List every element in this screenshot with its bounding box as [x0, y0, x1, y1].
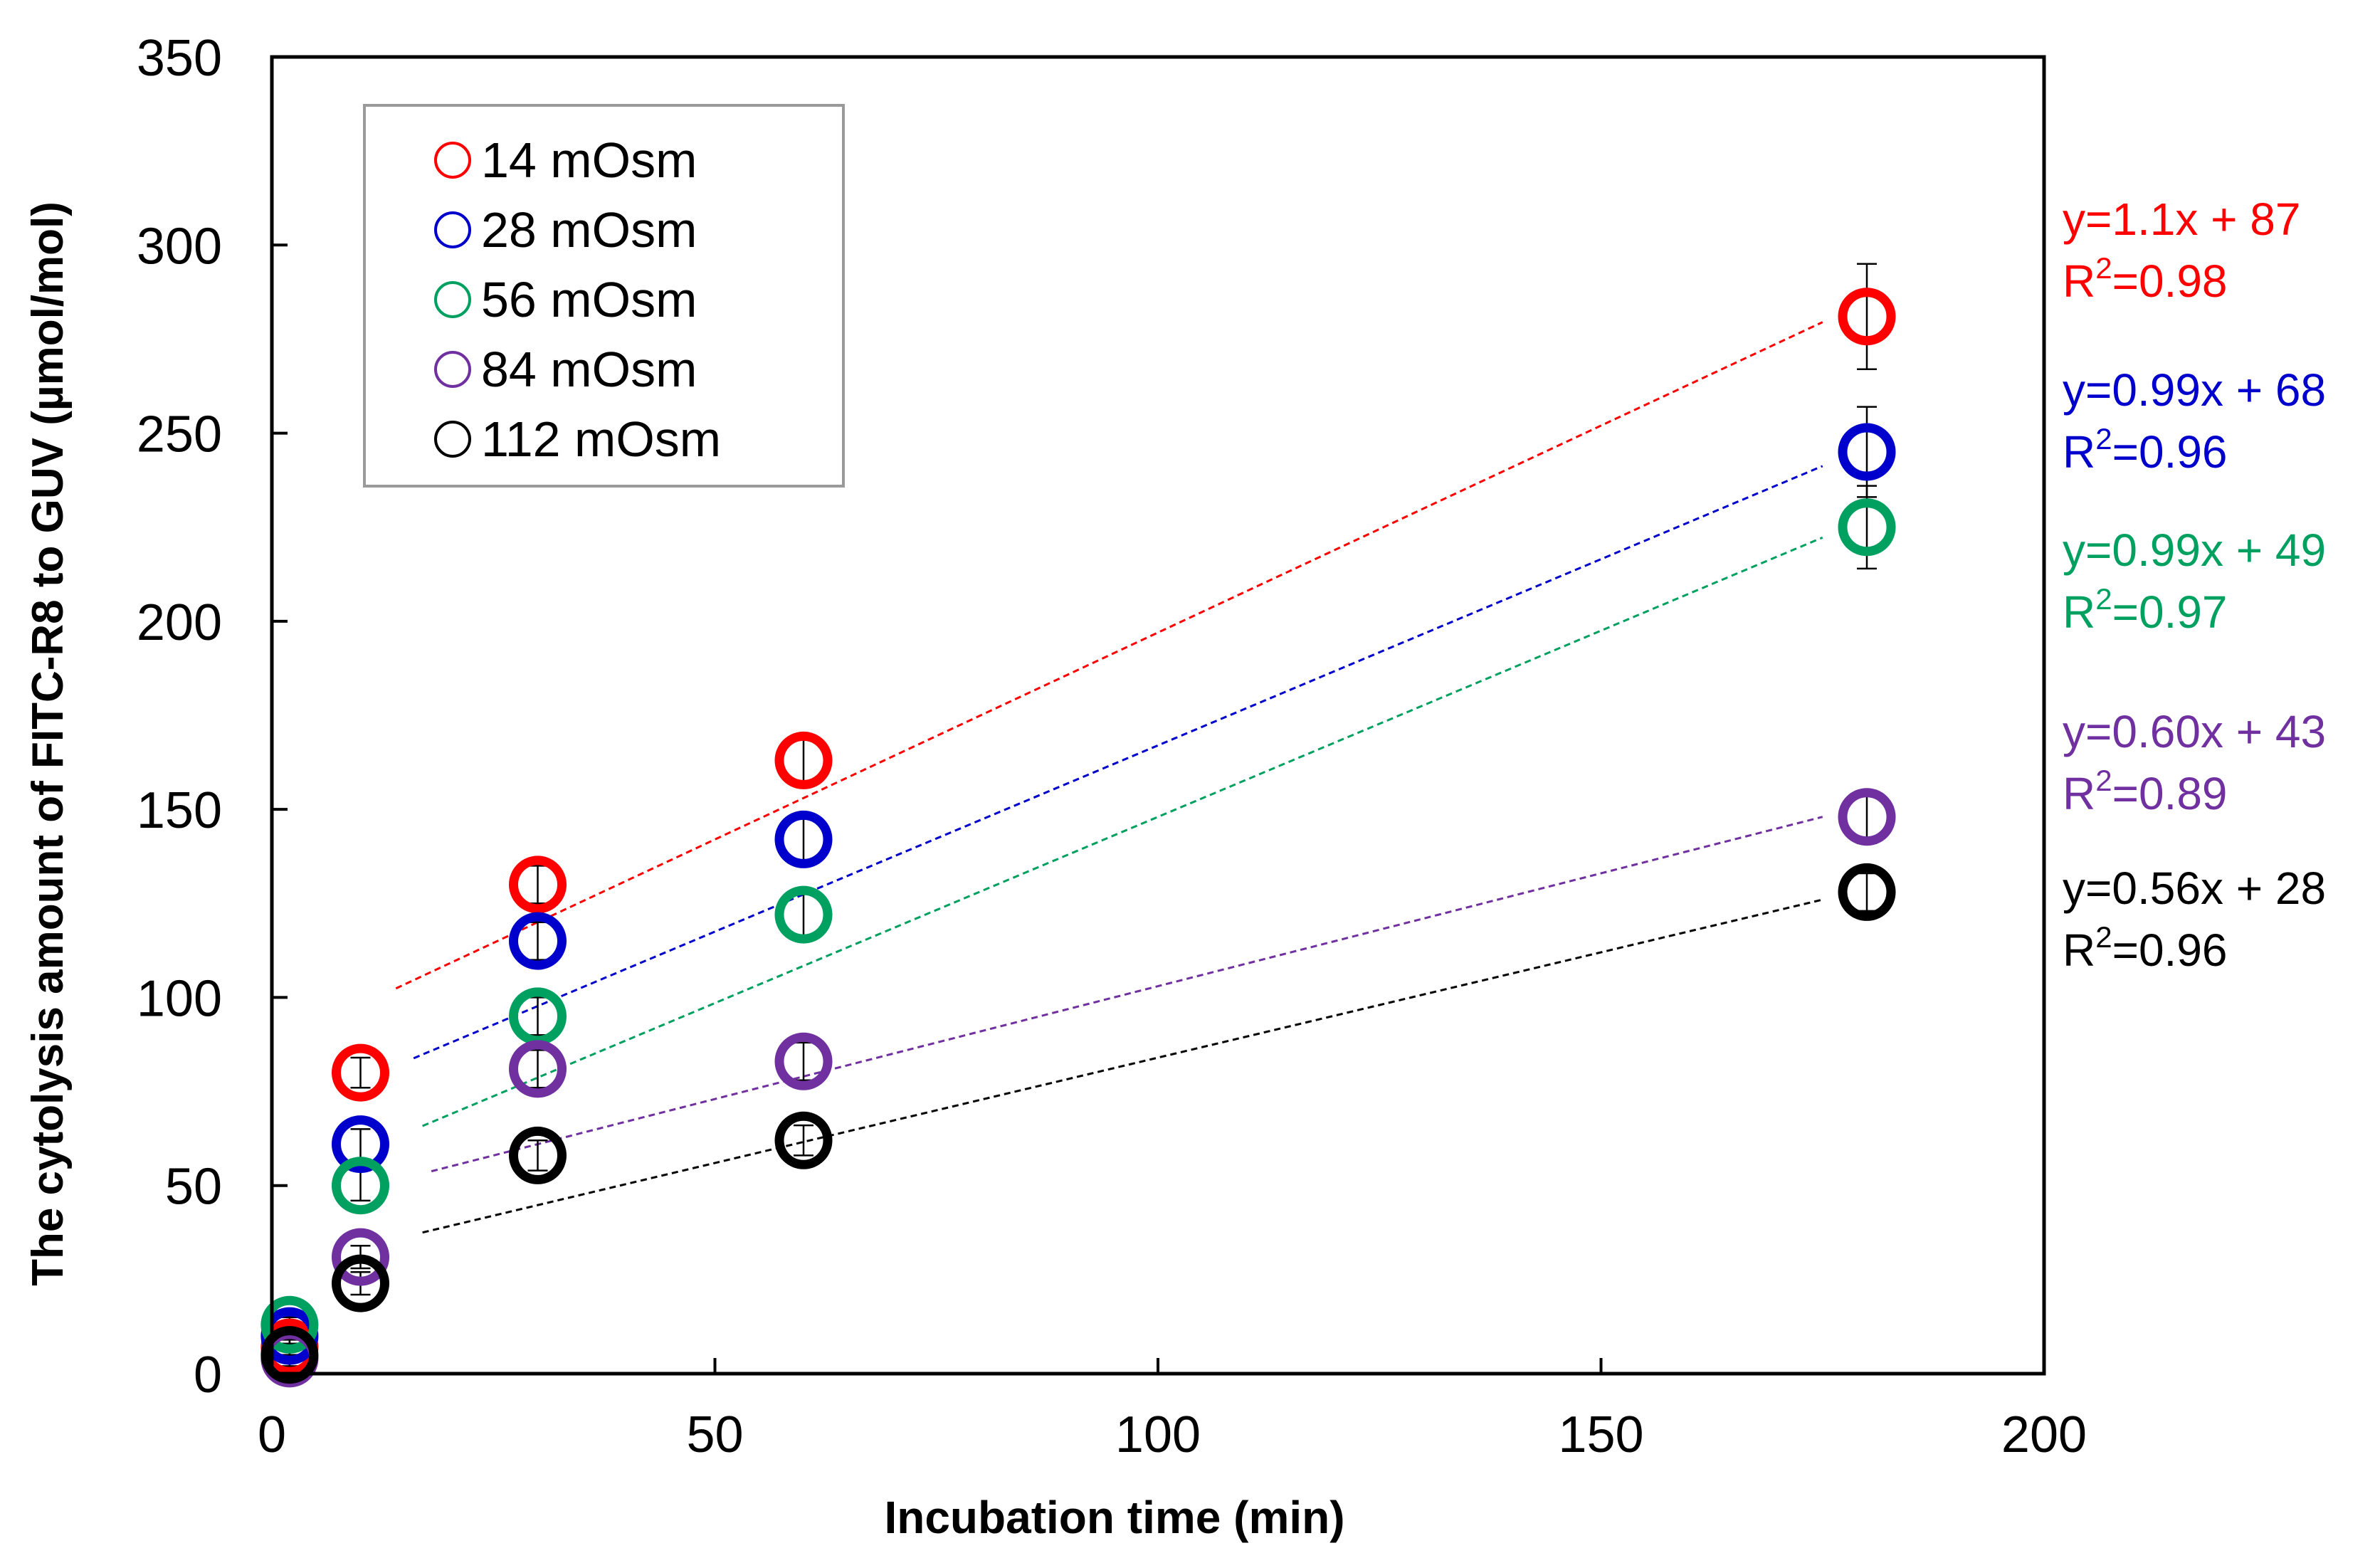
fit-r2-0: R2=0.98	[2063, 251, 2228, 307]
x-tick-label: 150	[1558, 1406, 1643, 1463]
data-point-2	[1838, 498, 1896, 557]
fit-r2-value: =0.97	[2112, 586, 2228, 638]
data-point-0	[332, 1043, 389, 1102]
fit-line-1	[413, 465, 1823, 1060]
data-point-3	[774, 1032, 833, 1090]
data-point-4	[332, 1254, 389, 1312]
fit-equation-4: y=0.56x + 28	[2063, 863, 2326, 914]
axes: 0 50 100 150 200 0 50 100 150 200 250 300 350	[137, 30, 2087, 1463]
legend-label: 14 mOsm	[481, 132, 697, 188]
fit-line-2	[422, 536, 1823, 1127]
y-tick-label: 350	[137, 30, 222, 87]
fit-r2-superscript: 2	[2095, 582, 2112, 616]
data-point-0	[774, 731, 833, 789]
fit-r2-prefix: R	[2063, 426, 2095, 478]
data-point-4	[774, 1111, 833, 1169]
fit-r2-value: =0.96	[2112, 925, 2228, 976]
fit-r2-prefix: R	[2063, 768, 2095, 819]
x-tick-label: 0	[258, 1406, 286, 1463]
data-point-2	[332, 1157, 389, 1215]
data-point-0	[509, 856, 567, 914]
fit-r2-3: R2=0.89	[2063, 764, 2228, 819]
y-tick-label: 200	[137, 594, 222, 651]
fit-r2-superscript: 2	[2095, 920, 2112, 954]
fit-r2-superscript: 2	[2095, 251, 2112, 285]
y-tick-label: 300	[137, 218, 222, 275]
data-point-2	[774, 885, 833, 944]
y-tick-label: 0	[194, 1347, 222, 1404]
x-tick-label: 50	[686, 1406, 743, 1463]
data-point-3	[1838, 788, 1896, 846]
x-tick-label: 100	[1115, 1406, 1201, 1463]
fit-r2-superscript: 2	[2095, 422, 2112, 456]
y-tick-label: 50	[165, 1159, 222, 1216]
fit-r2-prefix: R	[2063, 925, 2095, 976]
fit-r2-prefix: R	[2063, 586, 2095, 638]
fit-equation-3: y=0.60x + 43	[2063, 706, 2326, 757]
fit-line-0	[395, 321, 1823, 990]
fit-line-3	[431, 816, 1823, 1173]
legend-marker-0	[434, 142, 471, 179]
fit-r2-value: =0.98	[2112, 256, 2228, 307]
data-point-3	[509, 1040, 567, 1098]
data-point-4	[509, 1126, 567, 1184]
legend-label: 112 mOsm	[481, 411, 721, 467]
x-axis-label: Incubation time (min)	[884, 1492, 1344, 1543]
y-tick-label: 250	[137, 406, 222, 463]
fit-lines	[395, 321, 1823, 1234]
fit-r2-1: R2=0.96	[2063, 422, 2228, 478]
fit-r2-value: =0.89	[2112, 768, 2228, 819]
fit-r2-value: =0.96	[2112, 426, 2228, 478]
legend-box	[363, 104, 845, 488]
y-tick-label: 100	[137, 970, 222, 1027]
fit-equation-0: y=1.1x + 87	[2063, 194, 2300, 245]
data-point-1	[509, 912, 567, 970]
data-points	[260, 288, 1896, 1388]
data-point-0	[1838, 288, 1896, 346]
legend: 14 mOsm 28 mOsm 56 mOsm 84 mOsm 112 mOsm	[363, 104, 845, 488]
data-point-1	[1838, 423, 1896, 481]
y-tick-label: 150	[137, 782, 222, 839]
legend-label: 84 mOsm	[481, 342, 697, 397]
fit-equation-1: y=0.99x + 68	[2063, 364, 2326, 416]
fit-equation-2: y=0.99x + 49	[2063, 525, 2326, 576]
legend-marker-3	[434, 351, 471, 388]
legend-label: 56 mOsm	[481, 272, 697, 327]
fit-r2-superscript: 2	[2095, 764, 2112, 797]
data-point-1	[332, 1115, 389, 1174]
data-point-4	[260, 1326, 319, 1384]
legend-marker-1	[434, 211, 471, 248]
data-point-2	[260, 1295, 319, 1354]
data-point-1	[774, 810, 833, 868]
fit-r2-prefix: R	[2063, 256, 2095, 307]
data-point-3	[332, 1228, 389, 1286]
fit-r2-4: R2=0.96	[2063, 920, 2228, 976]
legend-marker-4	[434, 421, 471, 458]
y-axis-label: The cytolysis amount of FITC-R8 to GUV (…	[23, 201, 73, 1286]
fit-r2-2: R2=0.97	[2063, 582, 2228, 638]
x-tick-label: 200	[2001, 1406, 2087, 1463]
legend-marker-2	[434, 281, 471, 318]
data-point-4	[1838, 863, 1896, 921]
legend-label: 28 mOsm	[481, 202, 697, 258]
fit-line-4	[422, 898, 1823, 1234]
